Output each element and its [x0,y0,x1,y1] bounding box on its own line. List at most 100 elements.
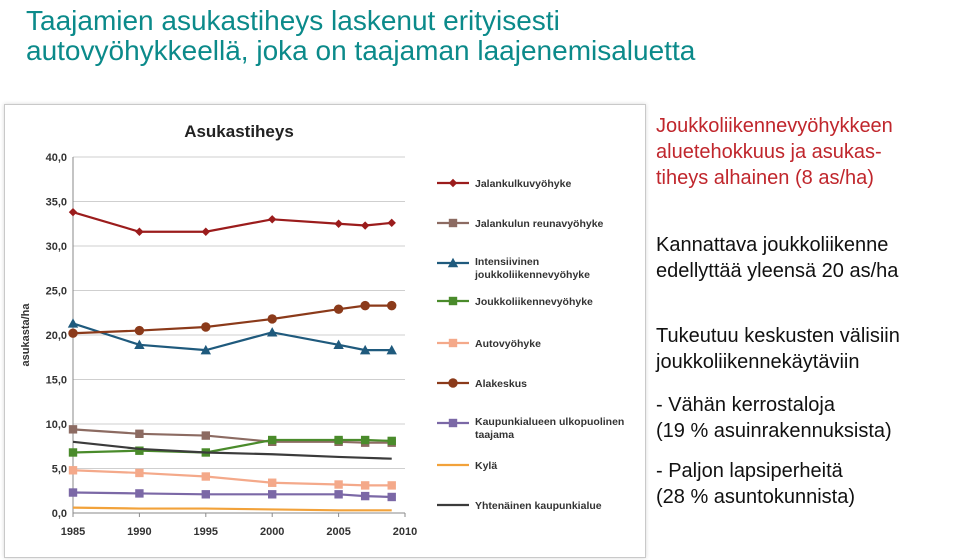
series-7-point [135,489,144,498]
slide-title-line-2: autovyöhykkeellä, joka on taajaman laaje… [26,35,696,66]
legend-swatch-marker [448,378,458,388]
side-note-line: aluetehokkuus ja asukas- [656,141,882,163]
side-note-line: tiheys alhainen (8 as/ha) [656,167,874,189]
legend-label: Intensiivinen [475,256,539,268]
y-axis-label: asukasta/ha [20,303,32,367]
side-note-line: joukkoliikennekäytäviin [656,351,860,373]
legend-label: joukkoliikennevyöhyke [474,269,590,281]
series-7-point [360,491,370,501]
series-2-point [201,431,210,440]
series-7-point [201,490,210,499]
series-8-line [72,506,392,512]
series-1-line [72,211,392,233]
legend-swatch-marker [448,338,458,348]
y-tick-label: 10,0 [46,419,67,431]
legend-swatch-marker [448,178,458,188]
series-3-point [200,344,211,355]
legend-swatch-marker [448,296,458,306]
y-tick-label: 0,0 [52,508,67,520]
series-4-point [387,436,396,446]
density-line-chart: Asukastiheys 0,0 5,0 10,0 15,0 20,0 25,0 30,0 35… [20,122,624,538]
legend-swatch-marker [448,218,458,228]
series-9-line [72,440,392,460]
x-tick-label: 1985 [61,526,85,538]
legend-label: taajama [475,429,514,441]
series-3-point [333,339,344,349]
series-1-point [201,227,210,236]
chart-container: Asukastiheys 0,0 5,0 10,0 15,0 20,0 25,0 30,0 35… [4,104,646,558]
y-tick-label: 5,0 [52,464,67,476]
series-2-point [68,425,78,434]
series-4-point [68,448,78,457]
series-3-point [67,318,79,328]
x-tick-label: 2000 [260,526,284,538]
series-4-point [135,446,144,455]
series-2-point [135,429,144,438]
series-1-point [268,215,277,224]
series-1-point [334,219,343,228]
x-tick-label: 2010 [393,526,417,538]
legend-swatch-marker [448,418,458,428]
legend-label: Kylä [475,460,497,472]
series-5-point [135,468,144,478]
series-5-point [360,481,370,490]
series-6-line [72,304,392,335]
legend-label: Alakeskus [475,378,527,390]
legend-label: Autovyöhyke [475,338,541,350]
series-6-point [68,328,78,338]
series-5-line [72,469,392,487]
series-6-point [333,304,344,314]
side-note-line: - Vähän kerrostaloja [656,394,835,416]
side-note-line: (19 % asuinrakennuksista) [656,420,892,442]
chart-title: Asukastiheys [184,122,294,141]
series-7-point [334,490,343,499]
side-note-corridors: Tukeutuu keskusten välisiin joukkoliiken… [656,323,956,375]
series-3-point [134,339,145,349]
series-6-point [267,314,277,324]
y-tick-label: 30,0 [46,241,67,253]
side-note-line: edellyttää yleensä 20 as/ha [656,260,899,282]
series-5-point [201,472,210,481]
series-1-point [68,207,78,217]
legend-label: Yhtenäinen kaupunkialue [475,500,602,512]
series-5-point [387,481,396,490]
y-tick-label: 25,0 [46,286,67,298]
series-5-point [68,466,78,475]
series-1-point [360,221,370,230]
series-1-point [387,218,396,228]
legend-label: Jalankulun reunavyöhyke [475,218,604,230]
side-note-line: Kannattava joukkoliikenne [656,234,889,256]
side-note-transit-zone: Joukkoliikennevyöhykkeen aluetehokkuus j… [656,113,956,191]
series-4-point [360,435,370,445]
legend-label: Joukkoliikennevyöhyke [475,296,593,308]
side-note-line: - Paljon lapsiperheitä [656,460,843,482]
series-7-line [72,491,392,499]
side-note-profitable-transit: Kannattava joukkoliikenne edellyttää yle… [656,232,956,284]
series-3-point [359,344,371,355]
series-7-point [268,490,277,499]
side-note-line: (28 % asuntokunnista) [656,486,856,508]
series-3-point [386,344,397,355]
y-tick-label: 35,0 [46,197,67,209]
series-5-point [334,480,343,489]
legend-swatch-marker [447,257,459,268]
series-1-point [135,227,144,236]
y-tick-label: 20,0 [46,330,67,342]
y-tick-label: 15,0 [46,375,67,387]
series-6-point [360,300,370,311]
series-7-point [387,492,396,502]
x-tick-label: 2005 [326,526,350,538]
series-4-point [268,435,277,445]
series-7-point [68,488,78,497]
side-note-line: Joukkoliikennevyöhykkeen [656,115,893,137]
series-6-point [134,325,145,336]
series-5-point [268,478,277,487]
x-tick-label: 1995 [194,526,218,538]
series-4-point [334,435,343,445]
legend-label: Jalankulkuvyöhyke [475,178,571,190]
series-6-point [201,322,211,332]
side-note-families: - Paljon lapsiperheitä (28 % asuntokunni… [656,458,956,510]
x-tick-label: 1990 [127,526,151,538]
slide-title: Taajamien asukastiheys laskenut erityise… [26,6,926,66]
side-note-apartments: - Vähän kerrostaloja (19 % asuinrakennuk… [656,392,956,444]
